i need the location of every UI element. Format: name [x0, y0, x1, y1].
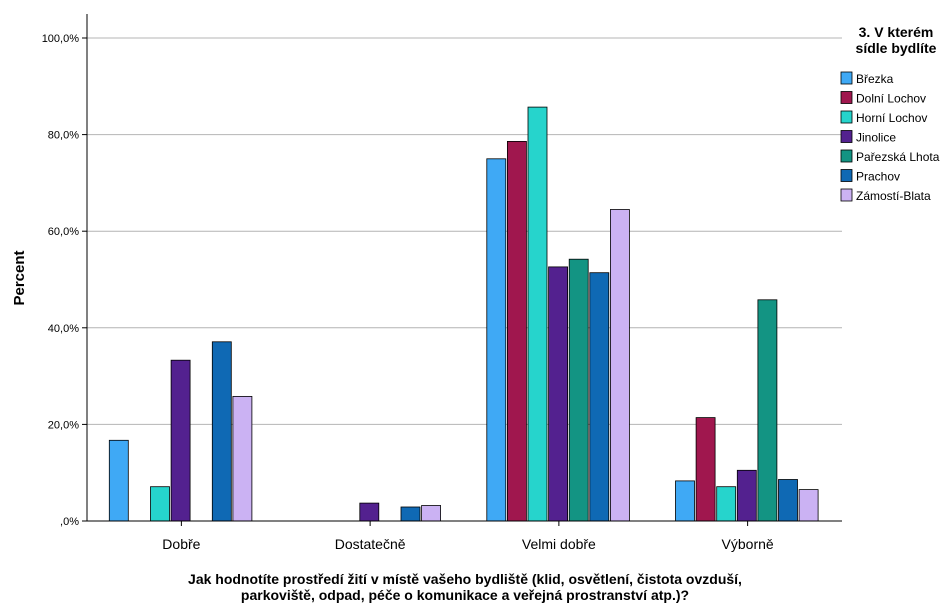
- bar: [568, 258, 589, 522]
- y-tick-label: 80,0%: [48, 130, 79, 142]
- bar: [108, 439, 129, 522]
- x-tick-label: Výborně: [722, 536, 774, 552]
- y-tick-label: 40,0%: [48, 323, 79, 335]
- legend-label: Zámostí-Blata: [856, 189, 931, 203]
- legend-label: Březka: [856, 72, 894, 86]
- bar: [716, 486, 737, 522]
- legend-label: Dolní Lochov: [856, 92, 926, 106]
- legend-title-line: sídle bydlíte: [856, 40, 937, 56]
- y-tick-label: 20,0%: [48, 419, 79, 431]
- legend-swatch: [840, 169, 853, 182]
- bar: [211, 341, 232, 522]
- x-tick-label: Velmi dobře: [522, 536, 596, 552]
- y-tick-labels: ,0% 20,0% 40,0% 60,0% 80,0% 100,0%: [42, 33, 80, 528]
- x-axis-label-line: parkoviště, odpad, péče o komunikace a v…: [241, 587, 689, 603]
- bar: [421, 505, 442, 522]
- y-axis-label: Percent: [11, 250, 28, 305]
- legend-swatch: [840, 91, 853, 104]
- bar: [675, 480, 695, 522]
- gridlines: [82, 37, 842, 522]
- legend-swatch: [840, 149, 853, 163]
- legend-title-line: 3. V kterém: [859, 24, 934, 40]
- legend-swatch: [840, 188, 853, 202]
- legend-label: Horní Lochov: [856, 111, 927, 125]
- bar: [610, 209, 630, 522]
- y-tick-label: 60,0%: [48, 226, 79, 238]
- axes: [86, 14, 842, 522]
- legend-swatch: [840, 110, 853, 124]
- bar: [506, 140, 527, 522]
- legend-swatch: [840, 130, 853, 143]
- bar: [548, 266, 568, 522]
- bar: [589, 272, 610, 522]
- y-tick-label: 100,0%: [42, 33, 80, 45]
- legend-label: Pařezská Lhota: [856, 150, 940, 164]
- bar: [778, 479, 798, 522]
- bar: [527, 106, 548, 522]
- y-tick-label: ,0%: [60, 516, 79, 528]
- bars: [108, 106, 819, 522]
- bar: [798, 489, 819, 522]
- bar: [486, 158, 507, 522]
- bar: [757, 299, 778, 522]
- x-tick-label: Dostatečně: [335, 536, 406, 552]
- x-axis-label-line: Jak hodnotíte prostředí žití v místě vaš…: [188, 571, 742, 587]
- bar: [400, 506, 421, 522]
- bar: [150, 486, 170, 522]
- x-tick-label: Dobře: [162, 536, 200, 552]
- legend-swatch: [840, 71, 853, 85]
- legend-label: Jinolice: [856, 131, 896, 145]
- x-axis-label: Jak hodnotíte prostředí žití v místě vaš…: [188, 571, 742, 603]
- bar: [232, 395, 253, 522]
- bar: [170, 359, 191, 522]
- bar: [695, 417, 716, 522]
- bar: [736, 469, 757, 522]
- legend-label: Prachov: [856, 170, 900, 184]
- bar: [359, 502, 380, 522]
- x-tick-labels: Dobře Dostatečně Velmi dobře Výborně: [162, 521, 774, 552]
